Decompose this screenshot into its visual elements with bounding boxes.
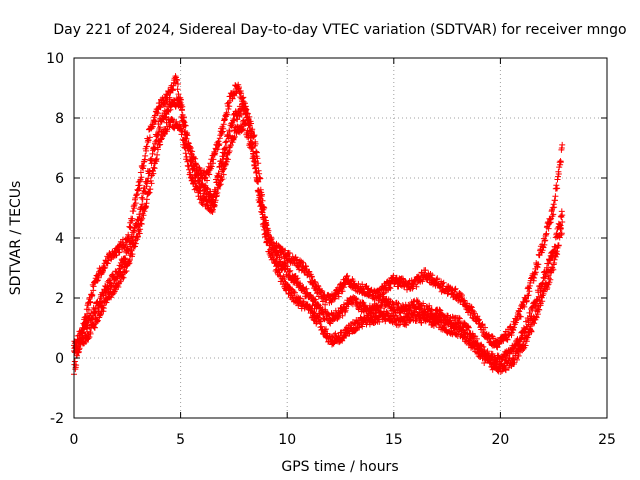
data-point-band [71, 73, 566, 378]
x-tick-labels: 0 5 10 15 20 25 [70, 432, 616, 448]
x-tick-label: 5 [176, 432, 185, 448]
x-axis-label: GPS time / hours [281, 459, 398, 475]
data-points [71, 73, 566, 378]
x-tick-label: 25 [598, 432, 616, 448]
x-tick-label: 0 [70, 432, 79, 448]
y-tick-label: 0 [55, 351, 64, 367]
y-tick-labels: -2 0 2 4 6 8 10 [46, 51, 64, 427]
axis-ticks [73, 57, 608, 419]
y-tick-label: 2 [55, 291, 64, 307]
y-tick-label: -2 [50, 411, 64, 427]
chart-title: Day 221 of 2024, Sidereal Day-to-day VTE… [53, 22, 626, 38]
y-axis-label: SDTVAR / TECUs [8, 181, 24, 296]
y-tick-label: 6 [55, 171, 64, 187]
x-tick-label: 15 [385, 432, 403, 448]
y-tick-label: 10 [46, 51, 64, 67]
y-tick-label: 4 [55, 231, 64, 247]
x-tick-label: 20 [491, 432, 509, 448]
y-tick-label: 8 [55, 111, 64, 127]
x-tick-label: 10 [278, 432, 296, 448]
